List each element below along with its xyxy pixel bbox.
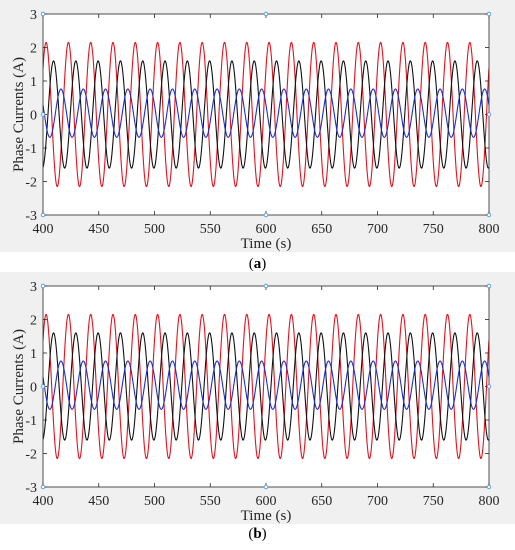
selection-handle[interactable] <box>263 212 269 218</box>
series-line-1 <box>43 313 489 460</box>
x-tick-label: 450 <box>88 494 109 509</box>
x-tick-label: 800 <box>479 222 500 237</box>
x-tick-label: 700 <box>367 494 388 509</box>
x-tick-label: 700 <box>367 222 388 237</box>
chart-panel-a: 400 450 500 550 600 650 700 750 800 -3 -2 -1 0 1 2 3 Tim… <box>0 0 515 273</box>
series-group <box>43 313 489 460</box>
chart-b: 400 450 500 550 600 650 700 750 800 -3 -2 -1 0 1 2 3 Tim… <box>0 272 515 524</box>
y-tick-label: -1 <box>25 142 37 157</box>
selection-handle[interactable] <box>40 384 46 389</box>
series-line-3 <box>43 360 489 410</box>
caption-b-letter: b <box>253 526 262 542</box>
selection-handle[interactable] <box>40 484 46 490</box>
y-tick-label: -2 <box>25 448 37 463</box>
caption-b-prefix: ( <box>248 526 254 542</box>
chart-panel-b: 400 450 500 550 600 650 700 750 800 -3 -2 -1 0 1 2 3 Tim… <box>0 272 515 550</box>
x-axis-label: Time (s) <box>241 236 292 252</box>
selection-handle[interactable] <box>486 484 492 490</box>
caption-b-suffix: ) <box>261 526 267 542</box>
selection-handle[interactable] <box>263 283 269 289</box>
plot-area <box>43 14 489 215</box>
y-tick-label: -1 <box>25 414 37 429</box>
selection-handle[interactable] <box>486 112 492 117</box>
y-axis-label: Phase Currents (A) <box>11 329 27 444</box>
caption-a-letter: a <box>253 256 262 272</box>
y-tick-label: 1 <box>30 347 37 362</box>
caption-a-prefix: ( <box>248 256 254 272</box>
y-tick-label: 2 <box>30 314 37 329</box>
x-tick-label: 500 <box>144 494 165 509</box>
x-tick-label: 400 <box>33 494 54 509</box>
y-tick-label: -3 <box>25 481 37 496</box>
x-tick-label: 750 <box>423 222 444 237</box>
plot-area <box>43 286 489 487</box>
y-tick-label: -2 <box>25 176 37 191</box>
y-axis-label: Phase Currents (A) <box>11 57 27 172</box>
y-tick-label: 3 <box>30 8 37 23</box>
x-tick-label: 450 <box>88 222 109 237</box>
selection-handle[interactable] <box>263 484 269 490</box>
x-tick-label: 600 <box>256 494 277 509</box>
selection-handle[interactable] <box>486 283 492 289</box>
selection-handle[interactable] <box>40 212 46 218</box>
x-tick-label: 800 <box>479 494 500 509</box>
caption-a: (a) <box>0 256 515 273</box>
x-tick-label: 550 <box>200 494 221 509</box>
x-tick-label: 650 <box>311 494 332 509</box>
selection-handle[interactable] <box>486 11 492 17</box>
y-tick-label: 0 <box>30 109 37 124</box>
chart-a: 400 450 500 550 600 650 700 750 800 -3 -2 -1 0 1 2 3 Tim… <box>0 0 515 252</box>
x-tick-label: 400 <box>33 222 54 237</box>
series-line-3 <box>43 88 489 138</box>
y-tick-label: 1 <box>30 75 37 90</box>
selection-handle[interactable] <box>40 112 46 117</box>
y-tick-label: 0 <box>30 381 37 396</box>
selection-handle[interactable] <box>263 11 269 17</box>
series-line-1 <box>43 41 489 188</box>
selection-handle[interactable] <box>40 283 46 289</box>
x-tick-label: 550 <box>200 222 221 237</box>
selection-handle[interactable] <box>486 212 492 218</box>
caption-b: (b) <box>0 526 515 543</box>
x-tick-label: 750 <box>423 494 444 509</box>
y-tick-label: 3 <box>30 280 37 295</box>
x-tick-label: 650 <box>311 222 332 237</box>
y-tick-label: -3 <box>25 209 37 224</box>
selection-handle[interactable] <box>40 11 46 17</box>
series-group <box>43 41 489 188</box>
x-axis-label: Time (s) <box>241 508 292 524</box>
x-tick-label: 500 <box>144 222 165 237</box>
caption-a-suffix: ) <box>261 256 267 272</box>
y-tick-label: 2 <box>30 42 37 57</box>
x-tick-label: 600 <box>256 222 277 237</box>
selection-handle[interactable] <box>486 384 492 389</box>
